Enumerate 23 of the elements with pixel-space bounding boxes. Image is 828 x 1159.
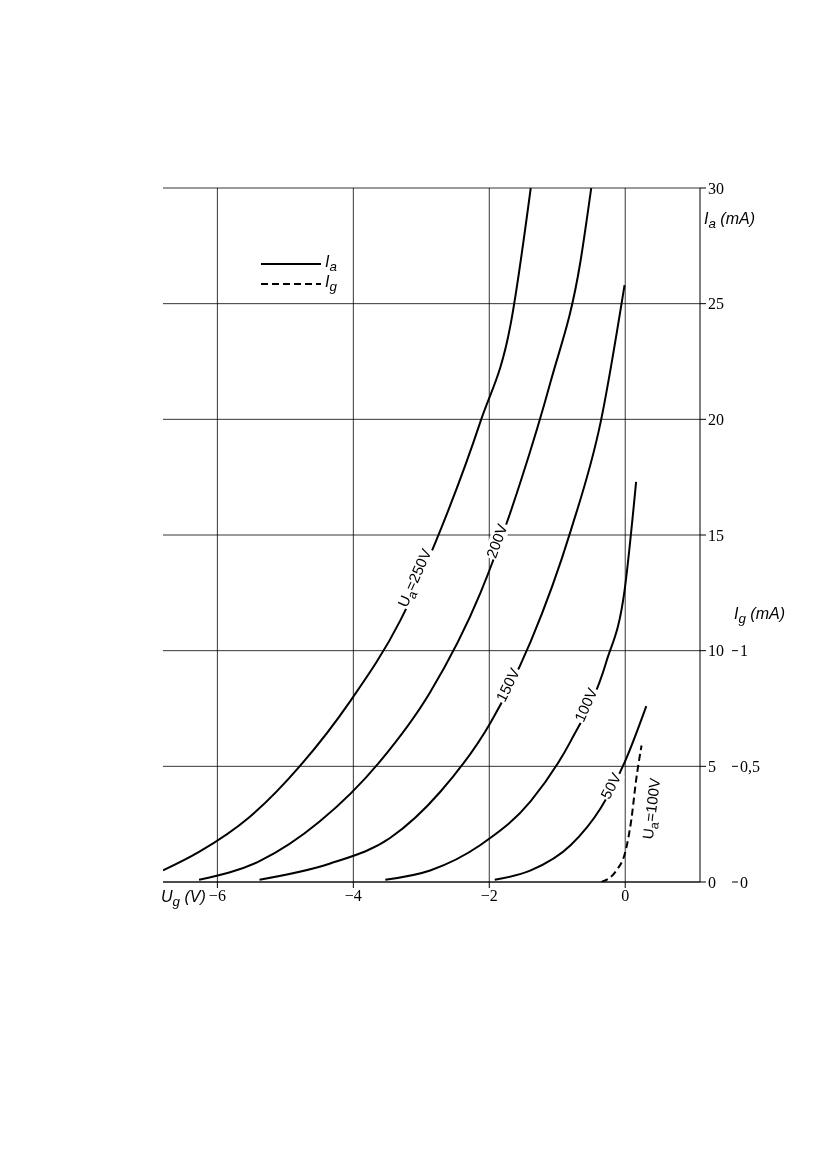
text: 50V [596, 769, 625, 803]
y-tick-label: 15 [708, 526, 724, 544]
y-tick-label: 25 [708, 295, 724, 313]
x-tick-label: −2 [480, 887, 498, 905]
y-axis-title: I$_{a}$ (mA) [704, 210, 755, 232]
y2-axis-title: I$_{g}$ (mA) [734, 604, 785, 626]
y-tick-label: 30 [708, 179, 724, 197]
x-tick-label: −6 [208, 887, 226, 905]
x-axis-title: U$_{g}$ (V) [161, 888, 206, 910]
y2-tick-label: 0 [740, 873, 748, 891]
x-tick-label: −4 [344, 887, 362, 905]
y-tick-label: 5 [708, 758, 716, 776]
annotation: I$_{g}$ [325, 273, 337, 295]
x-tick-label: 0 [621, 887, 630, 905]
annotation: I$_{a}$ [325, 253, 337, 275]
y-tick-label: 0 [708, 873, 716, 891]
y-tick-label: 10 [708, 642, 724, 660]
text: 100V [570, 684, 601, 725]
y2-tick-label: 1 [740, 642, 748, 660]
y-tick-label: 20 [708, 411, 724, 429]
text: 200V [482, 521, 512, 562]
y2-tick-label: 0,5 [740, 758, 760, 776]
text: 150V [492, 664, 524, 705]
